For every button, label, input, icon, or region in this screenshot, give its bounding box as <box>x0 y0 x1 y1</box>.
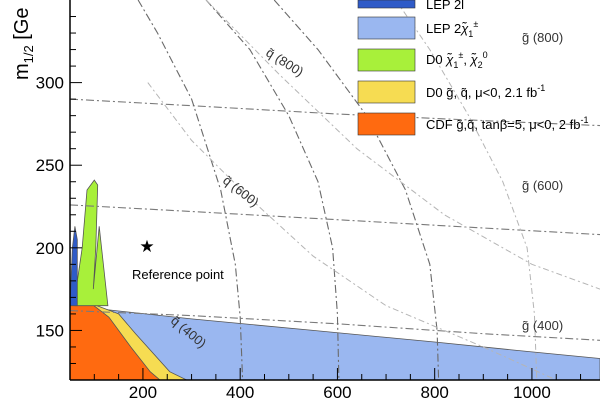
legend: LEP 2l LEP 2χ̃1± D0 χ̃1±, χ̃20 D0 g̃, q̃… <box>357 0 588 136</box>
x-tick-label: 1000 <box>513 383 551 400</box>
squark-contour-0 <box>137 0 244 380</box>
legend-label-lep-2-chargino: LEP 2χ̃1± <box>426 19 478 39</box>
y-tick-label: 200 <box>36 239 64 258</box>
mass-contours <box>70 0 600 380</box>
squark-contour-2 <box>273 0 440 380</box>
y-tick-label: 300 <box>36 74 64 93</box>
extra-contour-1 <box>147 82 557 380</box>
y-axis-title: m1/2 [Ge <box>11 7 36 80</box>
gluino-contour-2 <box>70 98 600 127</box>
y-tick-label: 250 <box>36 156 64 175</box>
reference-point-label: Reference point <box>132 267 224 282</box>
region-d0-chargino-neutralino <box>74 179 109 307</box>
legend-swatch-d0-chargino-neutralino <box>357 48 416 72</box>
axis-ticks: 200 400 600 800 1000 150 200 250 300 <box>36 16 582 400</box>
legend-label-d0-chargino-neutralino: D0 χ̃1±, χ̃20 <box>426 50 488 70</box>
region-lep-2l <box>70 226 78 307</box>
legend-label-cdf-gluino-squark: CDF g̃,q̃, tanβ=5, μ<0, 2 fb-1 <box>426 115 588 132</box>
gluino-contour-1 <box>70 204 600 236</box>
squark-600-label: q̃ (600) <box>220 173 262 210</box>
squark-800-label: q̃ (800) <box>263 45 306 80</box>
x-tick-label: 400 <box>226 383 254 400</box>
extra-contour-2 <box>205 0 600 290</box>
legend-label-lep-2l: LEP 2l <box>426 0 464 12</box>
x-tick-label: 600 <box>323 383 351 400</box>
x-tick-label: 800 <box>420 383 448 400</box>
x-tick-label: 200 <box>129 383 157 400</box>
region-lep-2-chargino <box>70 305 600 380</box>
legend-swatch-cdf-gluino-squark <box>357 112 416 136</box>
extra-contour-0 <box>395 0 538 380</box>
gluino-400-label: g̃ (400) <box>522 318 563 333</box>
reference-point-star: ★ <box>139 237 154 257</box>
gluino-800-label: g̃ (800) <box>522 30 563 45</box>
gluino-600-label: g̃ (600) <box>522 178 563 193</box>
legend-swatch-lep-2-chargino <box>357 16 416 40</box>
exclusion-regions <box>70 179 600 380</box>
legend-swatch-d0-gluino-squark <box>357 80 416 104</box>
squark-contour-1 <box>205 0 340 380</box>
legend-label-d0-gluino-squark: D0 g̃, q̃, μ<0, 2.1 fb-1 <box>426 83 545 100</box>
legend-swatch-lep-2l <box>357 0 416 9</box>
y-tick-label: 150 <box>36 321 64 340</box>
